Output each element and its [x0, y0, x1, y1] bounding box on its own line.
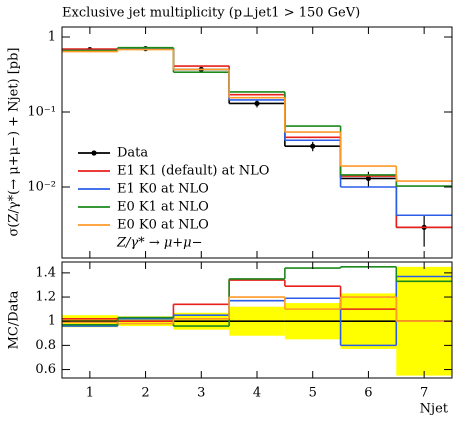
data-point — [310, 143, 316, 149]
y-axis-label: σ(Z/γ*(→ μ+μ−) + Njet) [pb] — [7, 48, 22, 237]
y-tick-label: 0.6 — [35, 362, 56, 377]
x-tick-label: 4 — [253, 386, 261, 401]
frame — [61, 26, 453, 259]
y-tick-label: 10⁻² — [27, 179, 56, 194]
y-axis-label: MC/Data — [7, 290, 22, 349]
plot-area — [62, 266, 452, 376]
x-tick-label: 6 — [364, 386, 372, 401]
chart-title: Exclusive jet multiplicity (p⊥jet1 > 150… — [62, 6, 360, 21]
y-tick-label: 1.4 — [35, 265, 56, 280]
legend-label: E1 K0 at NLO — [117, 182, 209, 197]
y-tick-label: 10⁻¹ — [27, 105, 56, 120]
x-tick-label: 1 — [86, 386, 94, 401]
x-tick-label: 2 — [141, 386, 149, 401]
x-tick-label: 3 — [197, 386, 205, 401]
legend-marker — [91, 150, 97, 156]
data-point — [365, 175, 372, 182]
y-tick-label: 1 — [48, 30, 56, 45]
y-tick-label: 0.8 — [35, 338, 56, 353]
legend-label: E1 K1 (default) at NLO — [117, 164, 269, 179]
y-tick-label: 1 — [48, 314, 56, 329]
y-tick-label: 1.2 — [35, 290, 56, 305]
legend-label: E0 K0 at NLO — [117, 218, 209, 233]
legend-note: Z/γ* → μ+μ− — [116, 236, 203, 251]
legend-label: Data — [117, 146, 148, 161]
legend-label: E0 K1 at NLO — [117, 200, 209, 215]
data-point — [254, 100, 260, 107]
x-tick-label: 7 — [420, 386, 428, 401]
x-axis-label: Njet — [420, 402, 449, 417]
plot-area — [62, 46, 452, 247]
frame — [61, 261, 453, 379]
x-tick-label: 5 — [309, 386, 317, 401]
